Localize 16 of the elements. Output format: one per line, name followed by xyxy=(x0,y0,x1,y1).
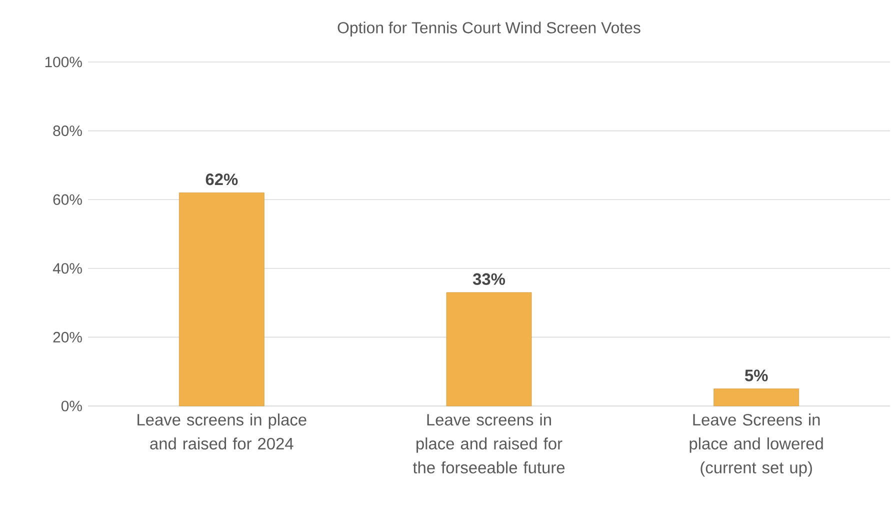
data-label: 62% xyxy=(206,174,238,186)
bar xyxy=(446,292,532,406)
data-label: 5% xyxy=(744,370,768,382)
y-tick-label: 40% xyxy=(52,263,82,274)
x-tick-label: Leave Screens in place and lowered (current set up) xyxy=(690,414,823,477)
data-label: 33% xyxy=(472,273,506,285)
y-tick-label: 0% xyxy=(61,400,82,412)
x-tick-label: Leave screens in place and raised for 2024 xyxy=(138,414,306,450)
y-tick-label: 60% xyxy=(53,194,82,205)
x-tick-label: Leave screens in place and raised for the forseeable future xyxy=(412,414,565,474)
y-tick-label: 80% xyxy=(53,126,82,136)
y-tick-label: 100% xyxy=(45,56,82,68)
chart-title: Option for Tennis Court Wind Screen Votes xyxy=(338,22,640,36)
bar xyxy=(714,388,800,406)
bar xyxy=(178,192,264,406)
y-tick-label: 20% xyxy=(53,332,82,342)
